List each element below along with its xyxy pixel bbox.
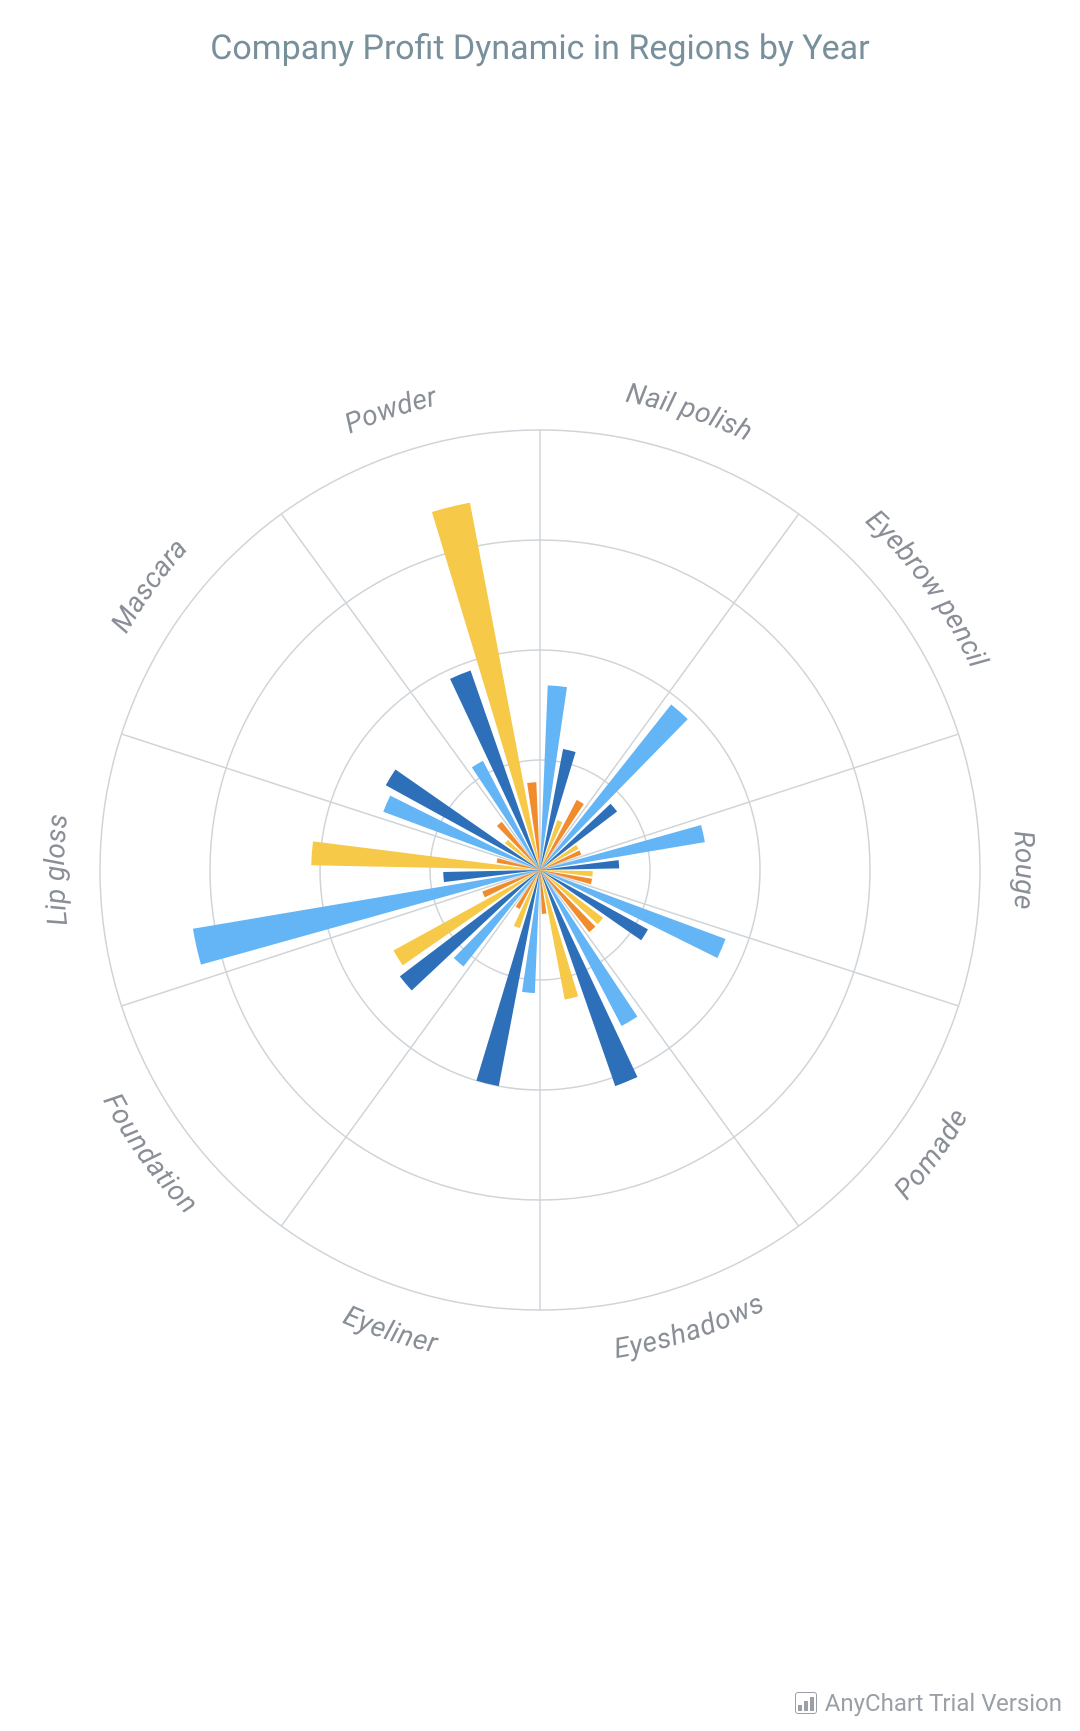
- category-label: Nail polish: [623, 376, 757, 448]
- category-label: Eyeshadows: [611, 1286, 768, 1365]
- chart-title: Company Profit Dynamic in Regions by Yea…: [0, 0, 1080, 68]
- category-label: Rouge: [1007, 830, 1042, 911]
- category-label: Lip gloss: [38, 812, 74, 927]
- category-label: Pomade: [887, 1103, 974, 1206]
- watermark: AnyChart Trial Version: [795, 1689, 1062, 1717]
- category-label: Eyeliner: [339, 1298, 442, 1359]
- category-label: Mascara: [104, 532, 194, 638]
- watermark-text: AnyChart Trial Version: [825, 1689, 1062, 1717]
- category-label: Powder: [340, 380, 441, 441]
- category-label: Eyebrow pencil: [860, 503, 996, 673]
- polar-chart: Nail polish Eyebrow pencil Rouge Pomade Eyes…: [30, 360, 1050, 1380]
- category-label: Foundation: [97, 1087, 206, 1219]
- bar-chart-icon: [795, 1692, 817, 1714]
